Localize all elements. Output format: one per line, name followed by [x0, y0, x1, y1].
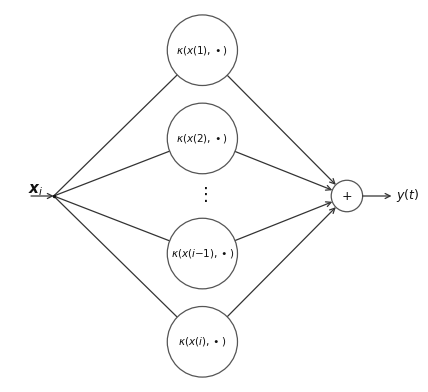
- Text: $\kappa(x(2),\bullet)$: $\kappa(x(2),\bullet)$: [176, 132, 229, 145]
- Text: $\vdots$: $\vdots$: [196, 185, 208, 203]
- Text: $\kappa(x(1),\bullet)$: $\kappa(x(1),\bullet)$: [176, 44, 229, 57]
- Text: $\boldsymbol{x}_i$: $\boldsymbol{x}_i$: [28, 182, 43, 198]
- Text: $\kappa(x(i),\bullet)$: $\kappa(x(i),\bullet)$: [178, 335, 226, 348]
- Text: $+$: $+$: [341, 189, 353, 203]
- Ellipse shape: [167, 307, 238, 377]
- Text: $\kappa(x(i{-}1),\bullet)$: $\kappa(x(i{-}1),\bullet)$: [171, 247, 234, 260]
- Ellipse shape: [167, 103, 238, 174]
- Text: $y(t)$: $y(t)$: [396, 187, 420, 205]
- Ellipse shape: [331, 180, 363, 212]
- Ellipse shape: [167, 15, 238, 85]
- Ellipse shape: [167, 218, 238, 289]
